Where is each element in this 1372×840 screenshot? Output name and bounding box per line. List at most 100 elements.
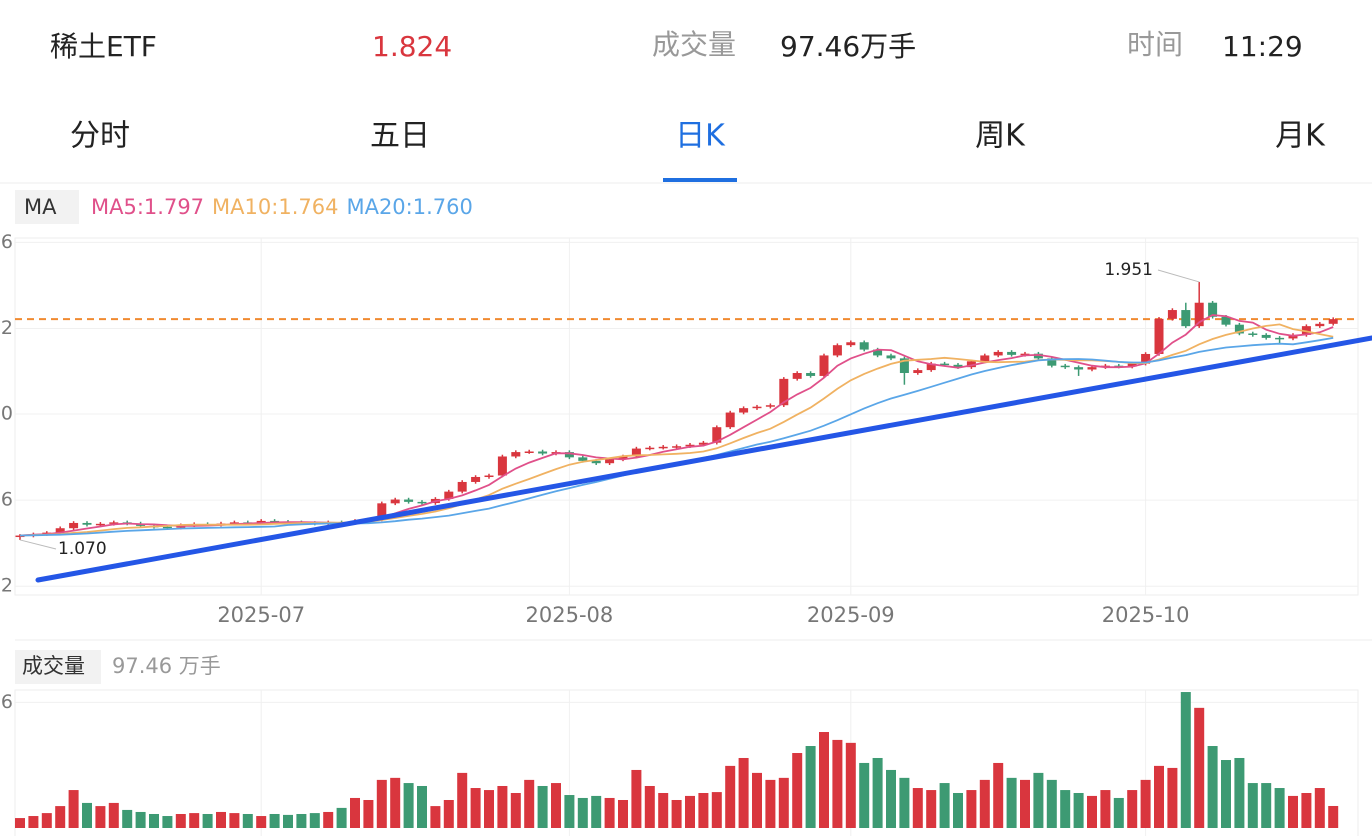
candle-body [15, 535, 25, 538]
volume-bar [685, 795, 695, 828]
marks: 1.951 1.070 [15, 260, 1358, 828]
volume-bar [899, 777, 910, 828]
volume-label: 成交量 [652, 28, 736, 61]
volume-bar [510, 792, 521, 828]
volume-bar [229, 813, 240, 828]
legend-entry: MA5:1.797 [91, 195, 204, 219]
volume-bar [698, 792, 709, 828]
high-label: 1.951 [1104, 260, 1153, 280]
volume-frame [14, 689, 1359, 840]
candle-body [779, 378, 789, 406]
candle-body [417, 501, 427, 504]
volume-bar [82, 802, 92, 828]
candle-body [712, 427, 722, 443]
volume-bar [497, 785, 508, 828]
volume-bar [1247, 783, 1258, 828]
plot-frame [14, 237, 1359, 596]
candle-body [256, 520, 266, 523]
candle-body [591, 460, 601, 464]
volume-bar [122, 809, 133, 828]
volume-bar [269, 813, 280, 828]
tab-underline [663, 178, 737, 182]
y-tick-label: 0.912 [0, 575, 13, 597]
tab[interactable]: 周K [975, 119, 1026, 154]
volume-panel-value: 97.46 万手 [112, 654, 221, 678]
volume-bar [484, 790, 494, 828]
volume-bar [1100, 790, 1111, 828]
volume-bar [591, 795, 602, 828]
volume-bar [216, 811, 226, 828]
ma-line [19, 337, 1334, 537]
volume-bar [162, 816, 173, 828]
volume-bar [1127, 790, 1138, 828]
candle-body [739, 408, 749, 413]
candle-body [1154, 318, 1164, 354]
volume-bar [953, 792, 963, 828]
volume-bar [41, 813, 52, 828]
volume-bar [1020, 779, 1030, 828]
volume-bar [55, 806, 66, 828]
candle-body [886, 355, 896, 359]
candle-body [578, 457, 588, 461]
candle-body [658, 446, 668, 449]
candle-body [631, 448, 641, 457]
candle-body [390, 499, 400, 504]
volume-bar [1140, 779, 1151, 828]
candle-body [1127, 363, 1137, 367]
volume-bar [939, 783, 950, 828]
candle-body [1141, 353, 1151, 364]
tab[interactable]: 五日 [370, 119, 430, 154]
y-tick-label: 1.206 [0, 489, 13, 511]
candle-body [82, 522, 92, 525]
volume-bar [242, 813, 253, 828]
candle-body [444, 491, 454, 499]
candle-body [698, 442, 708, 445]
volume-bar [1180, 692, 1191, 828]
candle-body [1208, 302, 1218, 317]
tab-bar: 分时 五日 日K 周K 月K [70, 119, 1326, 182]
candle-body [484, 475, 494, 478]
candle-body [1328, 319, 1338, 324]
candle-body [1234, 324, 1244, 334]
candle-body [1315, 323, 1325, 327]
volume-bar [1328, 805, 1339, 828]
volume-bar [993, 762, 1004, 828]
candle-body [1181, 310, 1191, 327]
volume-bar [845, 742, 856, 828]
volume-bar [1194, 707, 1205, 828]
candle-body [752, 406, 762, 409]
candle-body [605, 459, 615, 464]
x-tick-label: 2025-09 [807, 603, 895, 627]
candle-body [765, 405, 775, 407]
volume-bar [644, 785, 655, 828]
volume-bar [551, 783, 561, 828]
candle-body [55, 528, 65, 533]
candle-body [859, 342, 869, 350]
volume-bar [443, 799, 454, 828]
x-tick-label: 2025-10 [1102, 603, 1190, 627]
candle-body [899, 358, 909, 374]
candle-body [457, 481, 467, 492]
candle-body [685, 444, 695, 447]
high-pointer [1157, 269, 1200, 283]
tab[interactable]: 月K [1275, 119, 1326, 154]
volume-bar [1046, 779, 1057, 828]
volume-bar [926, 790, 937, 828]
volume-bar [912, 788, 923, 828]
candle-body [471, 476, 481, 482]
candle-body [69, 522, 79, 529]
candle-body [564, 452, 574, 458]
time-label: 时间 [1127, 28, 1183, 61]
candle-body [1275, 337, 1285, 340]
low-pointer [19, 539, 57, 550]
volume-bar [1113, 797, 1124, 828]
volume-bar [283, 814, 293, 828]
volume-bar [524, 779, 535, 828]
candle-body [1020, 353, 1030, 356]
legend-entry: MA20:1.760 [346, 195, 472, 219]
candle-body [618, 456, 628, 460]
tab[interactable]: 分时 [70, 119, 130, 154]
tab[interactable]: 日K [675, 119, 726, 154]
